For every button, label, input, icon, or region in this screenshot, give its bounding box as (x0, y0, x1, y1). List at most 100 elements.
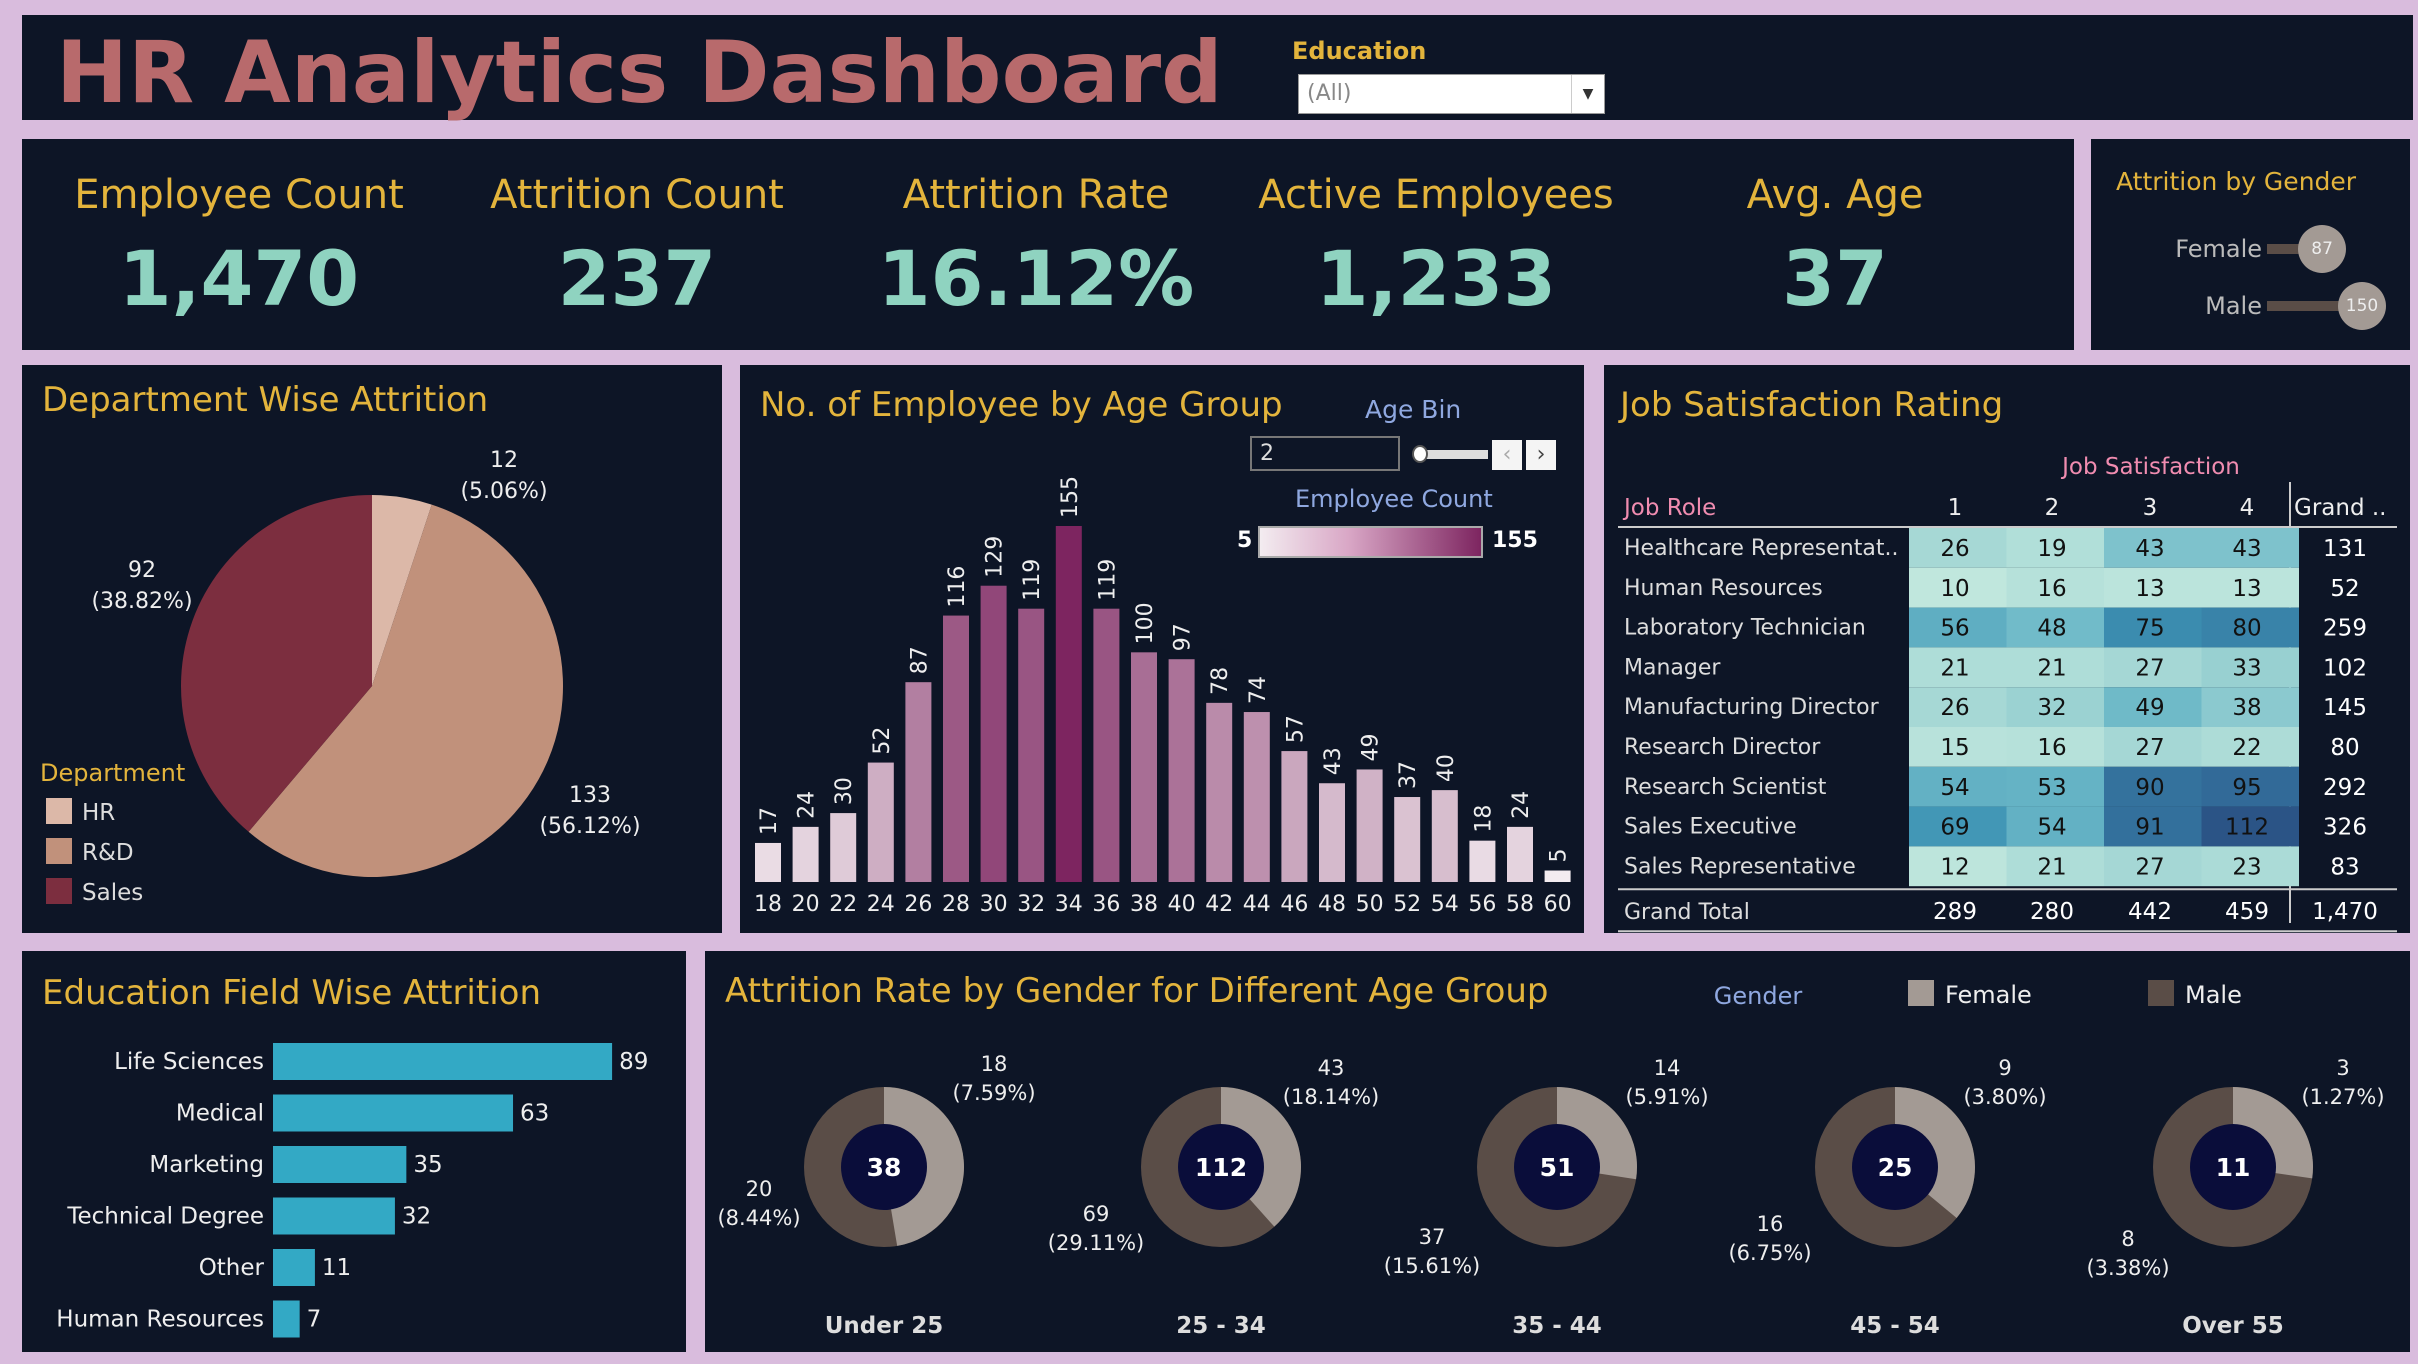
gender-age-title: Attrition Rate by Gender for Different A… (725, 971, 1549, 1011)
age-bar[interactable] (1356, 769, 1383, 882)
heatmap-cell[interactable] (1909, 727, 2007, 767)
age-bar[interactable] (905, 682, 932, 882)
age-bar[interactable] (1544, 870, 1571, 882)
heatmap-cell[interactable] (1909, 766, 2007, 807)
heatmap-cell[interactable] (2104, 687, 2202, 727)
heatmap-cell[interactable] (2104, 806, 2202, 847)
age-bar[interactable] (1243, 712, 1270, 882)
education-filter-dropdown[interactable]: (All) ▼ (1298, 74, 1605, 114)
heatmap-cell[interactable] (1909, 647, 2007, 688)
heatmap-cell[interactable] (1909, 846, 2007, 887)
heatmap-cell[interactable] (2006, 766, 2105, 807)
female-value-label: 9 (1998, 1056, 2011, 1080)
heatmap-cell[interactable] (2006, 806, 2105, 847)
heatmap-cell[interactable] (1909, 687, 2007, 727)
row-total: 102 (2323, 655, 2367, 681)
pie-slice-rd[interactable] (248, 504, 563, 877)
education-bar[interactable] (273, 1043, 613, 1080)
heatmap-cell[interactable] (2104, 607, 2202, 648)
legend-item: R&D (82, 840, 134, 866)
age-bar[interactable] (1281, 751, 1308, 882)
age-bar[interactable] (980, 585, 1007, 882)
heatmap-cell[interactable] (2104, 528, 2202, 568)
heatmap-cell[interactable] (2006, 687, 2105, 727)
heatmap-cell[interactable] (2006, 647, 2105, 688)
grand-total-value: 1,470 (2312, 899, 2378, 925)
age-bar[interactable] (1055, 526, 1082, 882)
age-bar[interactable] (1018, 608, 1045, 882)
age-bin-slider[interactable] (1416, 450, 1488, 459)
gender-bar[interactable] (2267, 244, 2323, 254)
female-pct-label: (18.14%) (1283, 1085, 1379, 1109)
age-bar[interactable] (1093, 608, 1120, 882)
heatmap-cell[interactable] (2201, 766, 2300, 807)
heatmap-cell[interactable] (1909, 607, 2007, 648)
heatmap-cell[interactable] (2006, 846, 2105, 887)
age-bin-slider-handle[interactable] (1412, 445, 1428, 463)
heatmap-cell[interactable] (2201, 567, 2300, 608)
age-bar[interactable] (1507, 826, 1533, 882)
age-bar[interactable] (755, 842, 781, 882)
age-bar[interactable] (1469, 840, 1496, 882)
age-bin-increase-button[interactable]: › (1526, 440, 1556, 470)
heatmap-cell[interactable] (2104, 846, 2202, 887)
gender-bar[interactable] (2267, 301, 2362, 311)
age-bar[interactable] (1168, 659, 1195, 882)
chevron-down-icon[interactable]: ▼ (1571, 75, 1604, 113)
heatmap-cell[interactable] (2201, 647, 2300, 688)
heatmap-cell[interactable] (2201, 727, 2300, 767)
heatmap-cell[interactable] (1909, 528, 2007, 568)
heatmap-cell[interactable] (1909, 806, 2007, 847)
age-axis-tick: 18 (754, 892, 782, 917)
heatmap-cell[interactable] (2201, 846, 2300, 887)
male-value-label: 37 (1419, 1225, 1446, 1249)
heatmap-cell[interactable] (2006, 727, 2105, 767)
job-role-label: Sales Executive (1624, 815, 1797, 840)
heatmap-cell[interactable] (2104, 647, 2202, 688)
age-bar[interactable] (1319, 783, 1345, 882)
heatmap-cell[interactable] (2201, 528, 2300, 568)
age-axis-tick: 24 (867, 892, 895, 917)
education-bar[interactable] (273, 1300, 300, 1338)
heatmap-cell[interactable] (2201, 806, 2300, 847)
heatmap-cell[interactable] (2006, 528, 2105, 568)
age-bar[interactable] (1394, 797, 1421, 882)
heatmap-cell-value: 26 (1940, 536, 1969, 562)
age-bar-label: 30 (832, 777, 857, 805)
education-bar[interactable] (273, 1197, 395, 1235)
male-value-label: 8 (2121, 1227, 2134, 1251)
heatmap-cell[interactable] (2201, 607, 2300, 648)
age-bar[interactable] (1131, 652, 1157, 882)
pie-pct-label: (5.06%) (460, 479, 547, 504)
age-bin-decrease-button[interactable]: ‹ (1492, 440, 1522, 470)
department-attrition-title: Department Wise Attrition (42, 380, 489, 420)
heatmap-cell[interactable] (2104, 727, 2202, 767)
heatmap-cell[interactable] (2006, 567, 2105, 608)
education-bar[interactable] (273, 1249, 315, 1286)
legend-item: Sales (82, 880, 143, 906)
heatmap-cell[interactable] (1909, 567, 2007, 608)
age-bar[interactable] (1431, 790, 1458, 882)
heatmap-cell-value: 16 (2037, 735, 2066, 761)
heatmap-cell[interactable] (2104, 766, 2202, 807)
age-bar[interactable] (1206, 702, 1233, 882)
pie-slice-sales[interactable] (180, 495, 372, 832)
age-bar[interactable] (792, 826, 819, 882)
age-axis-tick: 22 (829, 892, 857, 917)
row-total: 326 (2323, 815, 2367, 841)
age-axis-tick: 52 (1393, 892, 1421, 917)
age-bin-input[interactable]: 2 (1250, 436, 1400, 471)
age-bar[interactable] (943, 615, 969, 882)
age-bar[interactable] (867, 762, 894, 882)
heatmap-cell[interactable] (2201, 687, 2300, 727)
age-group-label: 35 - 44 (1512, 1313, 1602, 1339)
education-bar[interactable] (273, 1094, 514, 1132)
education-bar[interactable] (273, 1146, 407, 1183)
age-bar-label: 100 (1133, 602, 1158, 644)
age-bar[interactable] (830, 813, 857, 882)
heatmap-cell-value: 54 (2037, 815, 2066, 841)
heatmap-cell[interactable] (2104, 567, 2202, 608)
heatmap-cell[interactable] (2006, 607, 2105, 648)
age-axis-tick: 56 (1468, 892, 1496, 917)
pie-slice-hr[interactable] (372, 495, 432, 686)
